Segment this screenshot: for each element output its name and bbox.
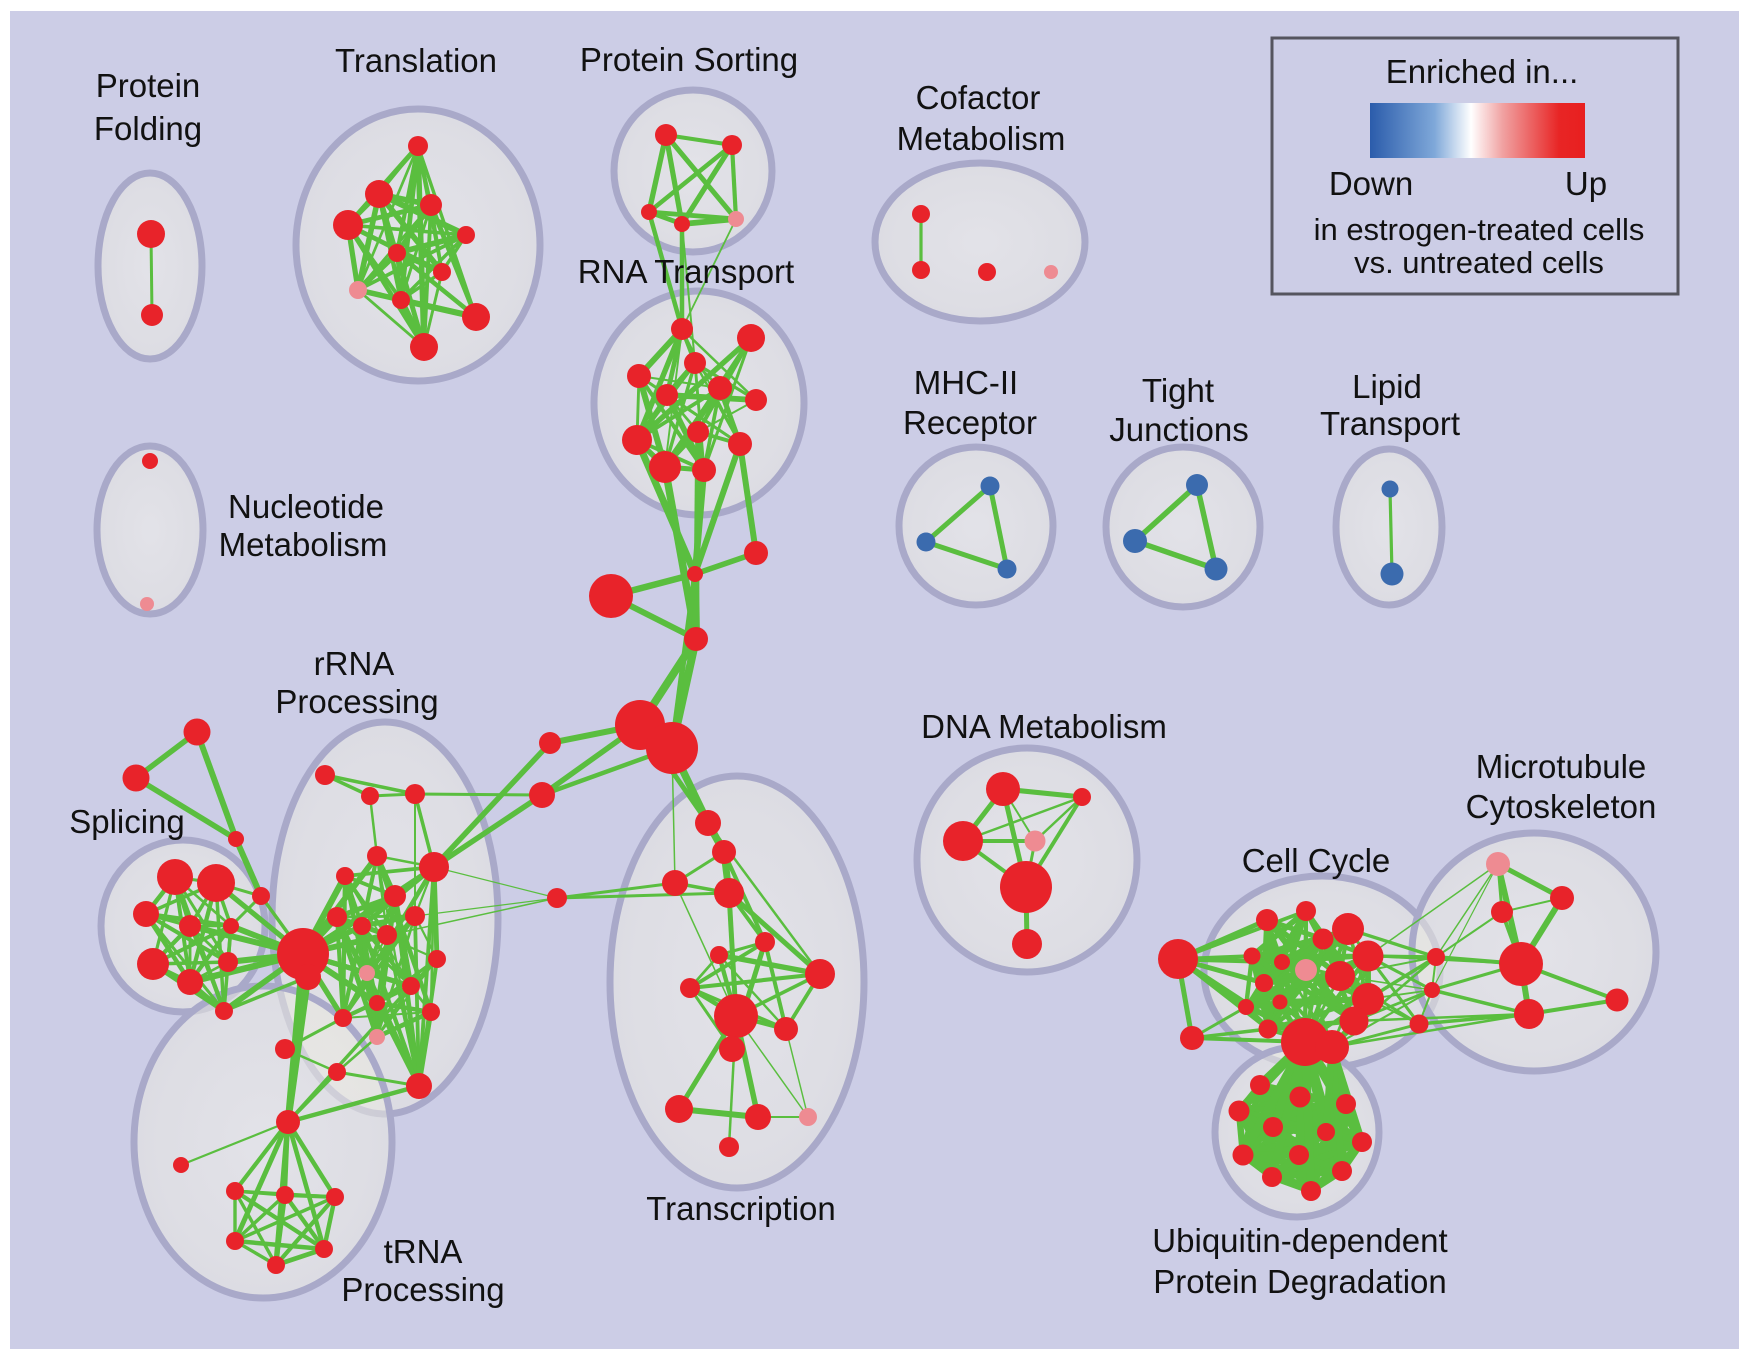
svg-text:Cell Cycle: Cell Cycle [1242, 842, 1391, 879]
svg-text:Cytoskeleton: Cytoskeleton [1466, 788, 1657, 825]
svg-text:Receptor: Receptor [903, 404, 1037, 441]
svg-text:Cofactor: Cofactor [916, 79, 1041, 116]
svg-text:RNA Transport: RNA Transport [578, 253, 794, 290]
svg-text:MHC-II: MHC-II [914, 364, 1018, 401]
svg-text:in estrogen-treated cells: in estrogen-treated cells [1314, 212, 1645, 247]
svg-text:Metabolism: Metabolism [219, 526, 388, 563]
svg-text:tRNA: tRNA [384, 1233, 463, 1270]
svg-text:Tight: Tight [1142, 372, 1214, 409]
svg-text:DNA Metabolism: DNA Metabolism [921, 708, 1167, 745]
svg-text:Nucleotide: Nucleotide [228, 488, 384, 525]
svg-text:Lipid: Lipid [1352, 368, 1422, 405]
svg-text:Enriched in...: Enriched in... [1386, 53, 1579, 90]
svg-text:Protein Sorting: Protein Sorting [580, 41, 798, 78]
svg-text:Splicing: Splicing [69, 803, 185, 840]
svg-text:Junctions: Junctions [1109, 411, 1248, 448]
svg-text:Microtubule: Microtubule [1476, 748, 1647, 785]
svg-text:rRNA: rRNA [314, 645, 395, 682]
svg-text:Transcription: Transcription [646, 1190, 836, 1227]
svg-text:Protein: Protein [96, 67, 201, 104]
svg-text:Protein Degradation: Protein Degradation [1153, 1263, 1447, 1300]
svg-text:Translation: Translation [335, 42, 497, 79]
svg-text:Processing: Processing [275, 683, 438, 720]
svg-text:Up: Up [1565, 165, 1607, 202]
svg-text:Down: Down [1329, 165, 1413, 202]
svg-text:Processing: Processing [341, 1271, 504, 1308]
svg-text:Transport: Transport [1320, 405, 1460, 442]
svg-text:Folding: Folding [94, 110, 202, 147]
svg-text:Ubiquitin-dependent: Ubiquitin-dependent [1152, 1222, 1447, 1259]
svg-text:Metabolism: Metabolism [897, 120, 1066, 157]
svg-text:vs. untreated cells: vs. untreated cells [1354, 245, 1604, 280]
